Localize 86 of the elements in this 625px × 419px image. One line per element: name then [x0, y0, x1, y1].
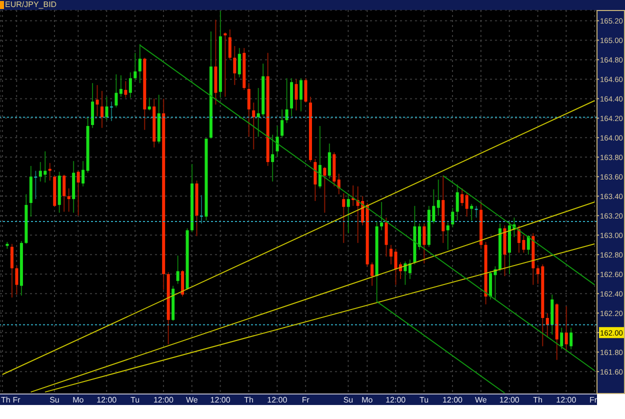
x-tick-label: 12:00 [499, 396, 520, 404]
candlestick [456, 184, 459, 222]
candlestick [148, 97, 151, 111]
candlestick [48, 162, 52, 182]
candlestick [15, 264, 18, 296]
candlestick [67, 188, 70, 212]
candlestick [280, 108, 284, 138]
candlestick [200, 194, 203, 224]
candlestick [76, 170, 80, 216]
candlestick [342, 192, 346, 244]
x-tick-label: 12:00 [386, 396, 406, 404]
candlestick [436, 179, 440, 216]
x-tick-label: Mo [72, 396, 84, 404]
candlestick [489, 270, 492, 300]
candlestick [546, 312, 549, 338]
candlestick [337, 173, 340, 195]
candlestick [252, 102, 256, 150]
candlestick [110, 101, 113, 122]
candlestick [247, 82, 250, 138]
candlestick [346, 194, 350, 234]
x-tick-label: Mo [362, 396, 374, 404]
candlestick [224, 32, 227, 98]
candlestick [134, 52, 137, 81]
x-tick-label: 12:00 [210, 396, 231, 404]
candlestick [276, 125, 279, 158]
x-tick-label: 12:00 [442, 396, 464, 404]
candlestick [294, 78, 298, 111]
candlestick [138, 44, 142, 84]
x-tick-label: 12:00 [153, 396, 174, 404]
candlestick [119, 74, 122, 98]
candlestick [34, 170, 38, 200]
x-tick-label: Th [1, 396, 10, 404]
candlestick [570, 327, 573, 350]
x-tick-label: 12:00 [96, 396, 118, 404]
candlestick [465, 192, 468, 218]
candlestick [474, 205, 478, 218]
x-tick-label: 12:00 [267, 396, 288, 404]
x-tick-label: Su [50, 396, 60, 404]
candlestick [390, 244, 393, 265]
candlestick [62, 174, 66, 212]
candlestick [564, 306, 568, 352]
x-tick-label: We [474, 396, 488, 404]
candlestick [176, 255, 180, 284]
candlestick [91, 82, 94, 128]
candlestick [114, 74, 118, 108]
candlestick [96, 84, 99, 117]
x-tick-label: Fr [589, 396, 598, 404]
x-tick-label: Fr [12, 396, 21, 404]
candlestick [285, 78, 288, 124]
x-tick-label: Tu [420, 396, 429, 404]
x-tick-label: We [186, 396, 198, 404]
candlestick [233, 46, 236, 86]
candlestick [418, 222, 421, 250]
x-tick-label: Th [244, 396, 254, 404]
candlestick [82, 160, 85, 187]
candlestick [328, 143, 331, 180]
candlestick [451, 207, 454, 228]
candlestick [300, 78, 302, 112]
candlestick [380, 202, 384, 231]
candlestick [10, 243, 14, 298]
candlestick [446, 222, 450, 250]
candlestick [318, 125, 322, 189]
candlestick [422, 222, 426, 264]
candlestick [271, 134, 274, 182]
candlestick [370, 262, 374, 286]
candlestick [100, 90, 104, 128]
candlestick [526, 234, 530, 256]
candlestick [560, 327, 564, 350]
candlestick [384, 217, 388, 258]
x-tick-label: Tu [130, 396, 140, 404]
candlestick [105, 96, 108, 121]
candlestick [314, 158, 317, 202]
candlestick [124, 80, 128, 98]
x-tick-label: 12:00 [556, 396, 577, 404]
candlestick [304, 78, 308, 104]
candlestick [460, 188, 464, 206]
candlestick [238, 48, 241, 78]
candlestick [128, 72, 132, 98]
candlestick [323, 166, 326, 214]
candlestick [181, 270, 184, 298]
candlestick [228, 28, 232, 60]
x-tick-label: Fr [302, 396, 310, 404]
x-tick-label: Th [533, 396, 542, 404]
x-tick-label: Su [343, 396, 354, 404]
chart-title: EUR/JPY_BID [5, 0, 57, 10]
candlestick [470, 203, 474, 222]
